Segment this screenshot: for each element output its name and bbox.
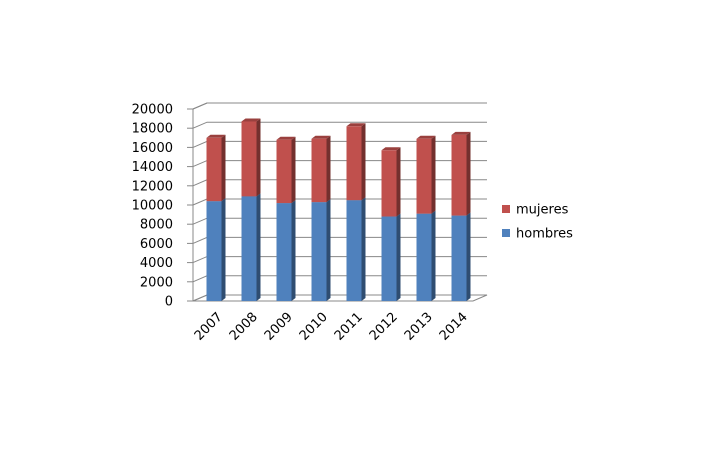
y-tick-label: 6000 xyxy=(140,237,173,252)
x-tick-label: 2012 xyxy=(367,310,401,344)
bar-side xyxy=(396,213,401,301)
y-tick-label: 20000 xyxy=(132,103,173,118)
bar xyxy=(241,196,257,301)
bar xyxy=(241,121,257,197)
bar-side xyxy=(221,198,226,301)
bar-side xyxy=(431,210,436,301)
bar xyxy=(416,213,432,301)
bar xyxy=(451,215,467,301)
bar xyxy=(206,137,222,202)
legend-swatch xyxy=(502,205,510,213)
bar xyxy=(381,216,397,301)
bar-side xyxy=(221,134,226,202)
bar xyxy=(381,150,397,217)
x-tick-label: 2011 xyxy=(332,310,366,344)
bar-side xyxy=(256,193,261,301)
bar-top xyxy=(241,118,261,122)
bar xyxy=(276,139,292,204)
bar xyxy=(311,138,327,203)
bar-side xyxy=(326,199,331,301)
bar xyxy=(346,126,362,201)
grid-line xyxy=(192,102,487,110)
y-tick-label: 16000 xyxy=(132,141,173,156)
grid-line xyxy=(192,198,487,206)
bar-side xyxy=(431,135,436,214)
floor xyxy=(192,294,488,302)
y-tick-label: 2000 xyxy=(140,275,173,290)
bar-side xyxy=(466,131,471,216)
bar-top xyxy=(451,131,471,135)
bar xyxy=(311,202,327,301)
y-tick-label: 18000 xyxy=(132,122,173,137)
legend-label: hombres xyxy=(516,227,573,242)
bar-top xyxy=(346,123,366,127)
bar xyxy=(276,203,292,301)
bar-side xyxy=(256,118,261,197)
grid-line xyxy=(192,160,487,168)
x-tick-label: 2007 xyxy=(192,310,226,344)
y-tick-label: 8000 xyxy=(140,218,173,233)
y-tick-label: 14000 xyxy=(132,160,173,175)
bar-top xyxy=(381,147,401,151)
bar xyxy=(346,200,362,301)
grid-line xyxy=(192,256,487,264)
y-tick-label: 12000 xyxy=(132,179,173,194)
grid-line xyxy=(192,236,487,244)
x-tick-label: 2010 xyxy=(297,310,331,344)
legend-label: mujeres xyxy=(516,203,569,218)
bar-top xyxy=(276,136,296,140)
grid-line xyxy=(192,217,487,225)
bar-side xyxy=(396,147,401,217)
bar xyxy=(206,201,222,301)
bar-side xyxy=(361,123,366,201)
grid-line xyxy=(192,179,487,187)
bar-top xyxy=(206,134,226,138)
bar-side xyxy=(361,197,366,301)
y-tick-label: 4000 xyxy=(140,256,173,271)
legend-swatch xyxy=(502,229,510,237)
grid-line xyxy=(192,140,487,148)
bar-side xyxy=(291,136,296,204)
grid-line xyxy=(192,121,487,129)
bar-side xyxy=(466,212,471,301)
y-tick-label: 10000 xyxy=(132,199,173,214)
bar-side xyxy=(326,135,331,203)
grid-line xyxy=(192,275,487,283)
grid-line xyxy=(192,294,487,302)
bar xyxy=(451,134,467,216)
x-tick-label: 2014 xyxy=(437,310,471,344)
bar-side xyxy=(291,200,296,301)
bar xyxy=(416,138,432,214)
x-tick-label: 2008 xyxy=(227,310,261,344)
x-tick-label: 2013 xyxy=(402,310,436,344)
y-tick-label: 0 xyxy=(165,295,173,310)
x-tick-label: 2009 xyxy=(262,310,296,344)
bar-top xyxy=(416,135,436,139)
bar-top xyxy=(311,135,331,139)
